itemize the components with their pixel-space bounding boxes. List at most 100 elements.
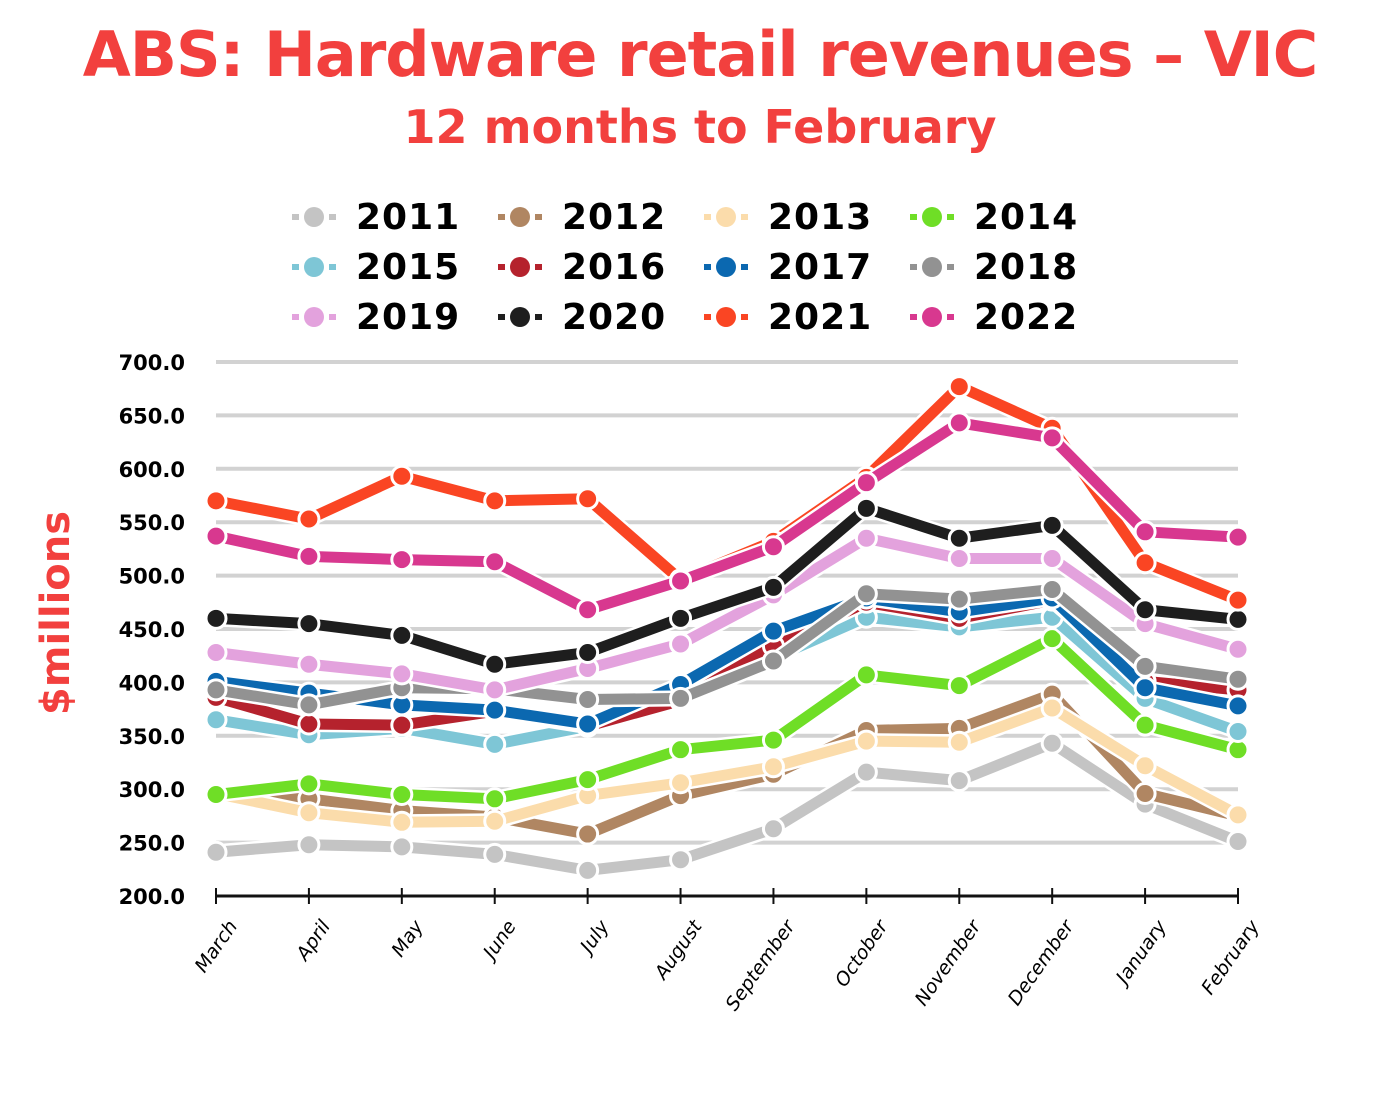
data-point: [1133, 676, 1157, 700]
data-point: [761, 755, 785, 779]
legend-marker-icon: [498, 307, 542, 327]
legend-marker-icon: [910, 307, 954, 327]
y-tick-label: 500.0: [119, 565, 185, 589]
y-tick-label: 350.0: [119, 725, 185, 749]
data-point: [390, 835, 414, 859]
legend-label: 2012: [562, 196, 667, 238]
data-point: [1226, 694, 1250, 718]
data-point: [390, 623, 414, 647]
data-point: [854, 663, 878, 687]
legend-item-2013: 2013: [704, 196, 910, 238]
data-point: [483, 787, 507, 811]
y-tick-label: 450.0: [119, 618, 185, 642]
series-line: [215, 583, 1239, 711]
y-tick-label: 400.0: [119, 671, 185, 695]
data-point: [1133, 520, 1157, 544]
series-2019: [204, 526, 1250, 702]
data-point: [204, 489, 228, 513]
legend-label: 2014: [974, 196, 1079, 238]
data-point: [761, 575, 785, 599]
series-2011: [204, 731, 1250, 882]
data-point: [669, 771, 693, 795]
data-point: [947, 375, 971, 399]
data-point: [1133, 713, 1157, 737]
data-point: [297, 612, 321, 636]
data-point: [1226, 525, 1250, 549]
data-point: [576, 687, 600, 711]
legend-marker-icon: [704, 307, 748, 327]
data-point: [576, 858, 600, 882]
data-point: [576, 822, 600, 846]
data-point: [204, 640, 228, 664]
data-point: [1133, 598, 1157, 622]
legend-item-2020: 2020: [498, 296, 704, 338]
data-point: [483, 652, 507, 676]
series-line: [215, 502, 1239, 670]
data-point: [761, 649, 785, 673]
data-point: [576, 487, 600, 511]
legend-item-2014: 2014: [910, 196, 1116, 238]
x-tick-label: September: [721, 915, 800, 1015]
data-point: [297, 833, 321, 857]
data-point: [204, 840, 228, 864]
series-line: [215, 737, 1241, 876]
legend-item-2017: 2017: [704, 246, 910, 288]
data-point: [947, 769, 971, 793]
series-line: [215, 633, 1240, 805]
legend-label: 2016: [562, 246, 667, 288]
data-point: [854, 582, 878, 606]
data-point: [1226, 667, 1250, 691]
data-point: [1040, 731, 1064, 755]
legend-item-2019: 2019: [292, 296, 498, 338]
x-tick-label: January: [1110, 916, 1172, 992]
data-point: [854, 471, 878, 495]
x-tick-label: August: [649, 915, 707, 985]
data-point: [669, 848, 693, 872]
series-line: [215, 592, 1240, 730]
data-point: [669, 686, 693, 710]
data-point: [947, 411, 971, 435]
data-point: [761, 619, 785, 643]
data-point: [669, 632, 693, 656]
data-point: [576, 768, 600, 792]
data-point: [854, 760, 878, 784]
y-tick-label: 700.0: [119, 351, 185, 375]
y-tick-label: 550.0: [119, 511, 185, 535]
data-point: [669, 738, 693, 762]
data-point: [1133, 654, 1157, 678]
data-point: [483, 842, 507, 866]
data-point: [204, 524, 228, 548]
legend-item-2022: 2022: [910, 296, 1116, 338]
legend-label: 2015: [356, 246, 461, 288]
data-point: [297, 772, 321, 796]
data-point: [1040, 696, 1064, 720]
data-point: [1226, 607, 1250, 631]
data-point: [947, 547, 971, 571]
data-point: [297, 693, 321, 717]
data-point: [297, 712, 321, 736]
data-point: [204, 678, 228, 702]
data-point: [204, 783, 228, 807]
data-point: [761, 535, 785, 559]
data-point: [297, 801, 321, 825]
data-point: [854, 729, 878, 753]
legend-marker-icon: [498, 257, 542, 277]
series-2018: [204, 577, 1250, 717]
data-point: [390, 713, 414, 737]
legend-marker-icon: [704, 207, 748, 227]
legend-item-2021: 2021: [704, 296, 910, 338]
data-point: [1133, 551, 1157, 575]
data-point: [761, 817, 785, 841]
data-point: [483, 809, 507, 833]
legend-marker-icon: [292, 207, 336, 227]
legend-marker-icon: [292, 257, 336, 277]
series-line: [215, 532, 1240, 696]
series-2022: [204, 411, 1250, 622]
y-tick-label: 250.0: [119, 832, 185, 856]
legend-label: 2011: [356, 196, 461, 238]
data-point: [204, 708, 228, 732]
data-point: [1040, 577, 1064, 601]
series-line: [214, 702, 1241, 828]
x-tick-label: June: [477, 916, 521, 966]
